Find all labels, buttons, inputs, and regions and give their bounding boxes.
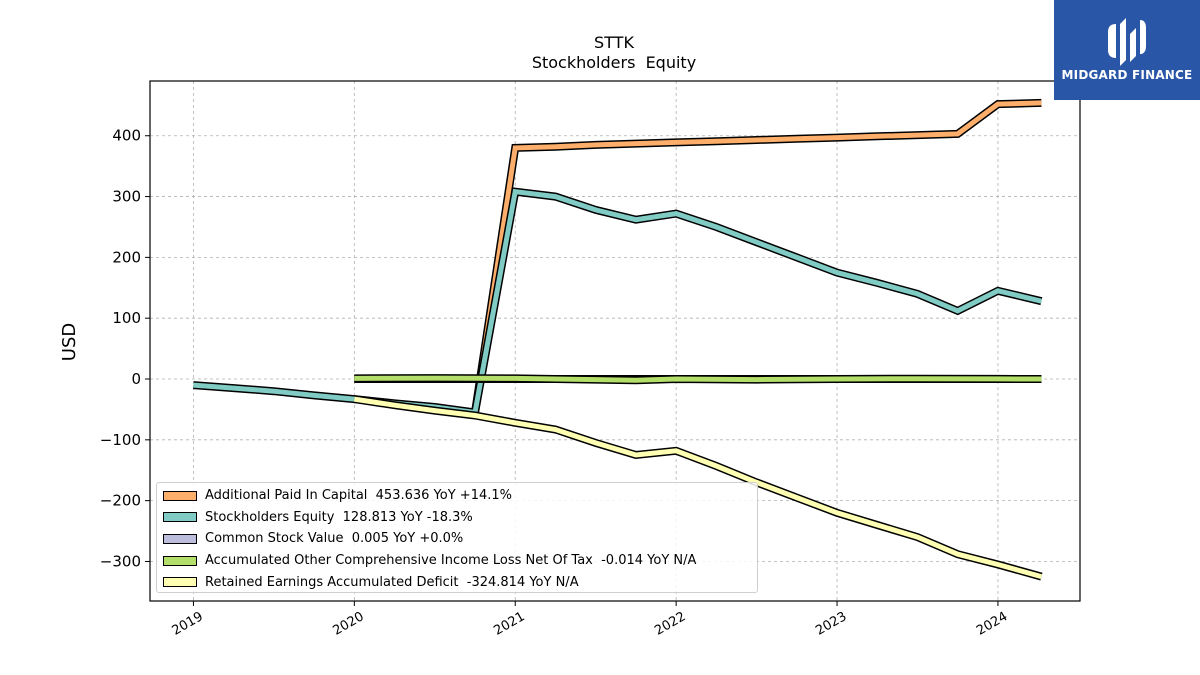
legend-swatch (163, 577, 197, 588)
legend-item-common-stock-value: Common Stock Value 0.005 YoY +0.0% (163, 528, 757, 550)
x-tick-label: 2021 (491, 609, 527, 639)
series-line (472, 100, 1042, 413)
y-tick-label: 300 (112, 188, 141, 206)
chart-legend: Additional Paid In Capital 453.636 YoY +… (156, 482, 758, 593)
legend-label: Additional Paid In Capital 453.636 YoY +… (205, 488, 512, 504)
legend-item-additional-paid-in-capital: Additional Paid In Capital 453.636 YoY +… (163, 485, 757, 507)
legend-item-accumulated-oci: Accumulated Other Comprehensive Income L… (163, 550, 757, 572)
y-tick-label: −200 (100, 492, 141, 510)
legend-label: Retained Earnings Accumulated Deficit -3… (205, 574, 579, 590)
series-retained-earnings-accumulated-deficit (353, 395, 1043, 581)
y-tick-label: 0 (131, 370, 141, 388)
y-tick-label: 100 (112, 309, 141, 327)
x-tick-label: 2019 (170, 609, 206, 639)
series-line (354, 375, 1042, 383)
y-axis-label: USD (59, 323, 80, 361)
chart-title: STTK (594, 33, 634, 52)
legend-swatch (163, 555, 197, 566)
series-additional-paid-in-capital (471, 98, 1042, 414)
y-tick-label: −100 (100, 431, 141, 449)
chart-subtitle: Stockholders Equity (532, 53, 696, 72)
y-tick-label: −300 (100, 552, 141, 570)
x-tick-label: 2020 (331, 609, 367, 639)
series-line (193, 188, 1042, 416)
midgard-logo-icon (1108, 18, 1146, 66)
legend-label: Accumulated Other Comprehensive Income L… (205, 553, 697, 569)
plot-area-frame (149, 80, 1081, 602)
brand-name: MIDGARD FINANCE (1061, 68, 1193, 82)
legend-swatch (163, 533, 197, 544)
legend-label: Common Stock Value 0.005 YoY +0.0% (205, 531, 464, 547)
series-lines (193, 98, 1043, 581)
x-tick-label: 2023 (813, 609, 849, 639)
legend-swatch (163, 490, 197, 501)
x-tick-label: 2022 (652, 609, 688, 639)
legend-label: Stockholders Equity 128.813 YoY -18.3% (205, 509, 473, 525)
y-tick-label: 200 (112, 248, 141, 266)
series-stockholders-equity (193, 187, 1043, 417)
series-accumulated-other-comprehensive-income-loss-net-of-tax (354, 374, 1042, 385)
legend-item-stockholders-equity: Stockholders Equity 128.813 YoY -18.3% (163, 507, 757, 529)
legend-item-retained-earnings: Retained Earnings Accumulated Deficit -3… (163, 571, 757, 593)
legend-swatch (163, 512, 197, 523)
x-tick-label: 2024 (974, 609, 1010, 639)
y-tick-label: 400 (112, 127, 141, 145)
series-line (353, 396, 1043, 580)
brand-logo: MIDGARD FINANCE (1054, 0, 1200, 100)
